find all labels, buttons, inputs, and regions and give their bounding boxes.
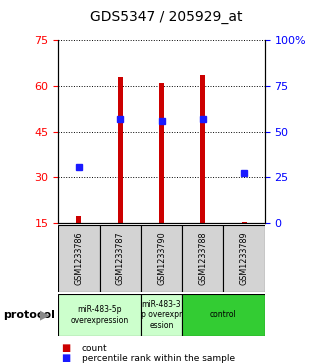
Text: GSM1233788: GSM1233788 — [198, 232, 207, 285]
Bar — [58, 225, 100, 292]
Bar — [141, 294, 182, 336]
Text: miR-483-5p
overexpression: miR-483-5p overexpression — [71, 305, 129, 325]
Bar — [242, 222, 246, 223]
Bar — [182, 225, 223, 292]
Text: count: count — [82, 344, 107, 353]
Bar — [200, 75, 205, 223]
Text: ▶: ▶ — [40, 309, 50, 321]
Text: GDS5347 / 205929_at: GDS5347 / 205929_at — [90, 10, 243, 24]
Text: GSM1233789: GSM1233789 — [239, 232, 249, 285]
Bar — [159, 83, 164, 223]
Bar — [77, 216, 81, 223]
Text: ■: ■ — [62, 353, 71, 363]
Text: GSM1233786: GSM1233786 — [74, 232, 84, 285]
Bar — [182, 294, 265, 336]
Bar — [223, 225, 265, 292]
Text: GSM1233787: GSM1233787 — [116, 232, 125, 285]
Bar — [141, 225, 182, 292]
Bar — [100, 225, 141, 292]
Text: control: control — [210, 310, 237, 319]
Text: percentile rank within the sample: percentile rank within the sample — [82, 354, 235, 363]
Text: protocol: protocol — [3, 310, 55, 320]
Text: GSM1233790: GSM1233790 — [157, 232, 166, 285]
Bar — [58, 294, 141, 336]
Bar — [118, 77, 123, 223]
Text: miR-483-3
p overexpr
ession: miR-483-3 p overexpr ession — [141, 300, 182, 330]
Text: ■: ■ — [62, 343, 71, 354]
